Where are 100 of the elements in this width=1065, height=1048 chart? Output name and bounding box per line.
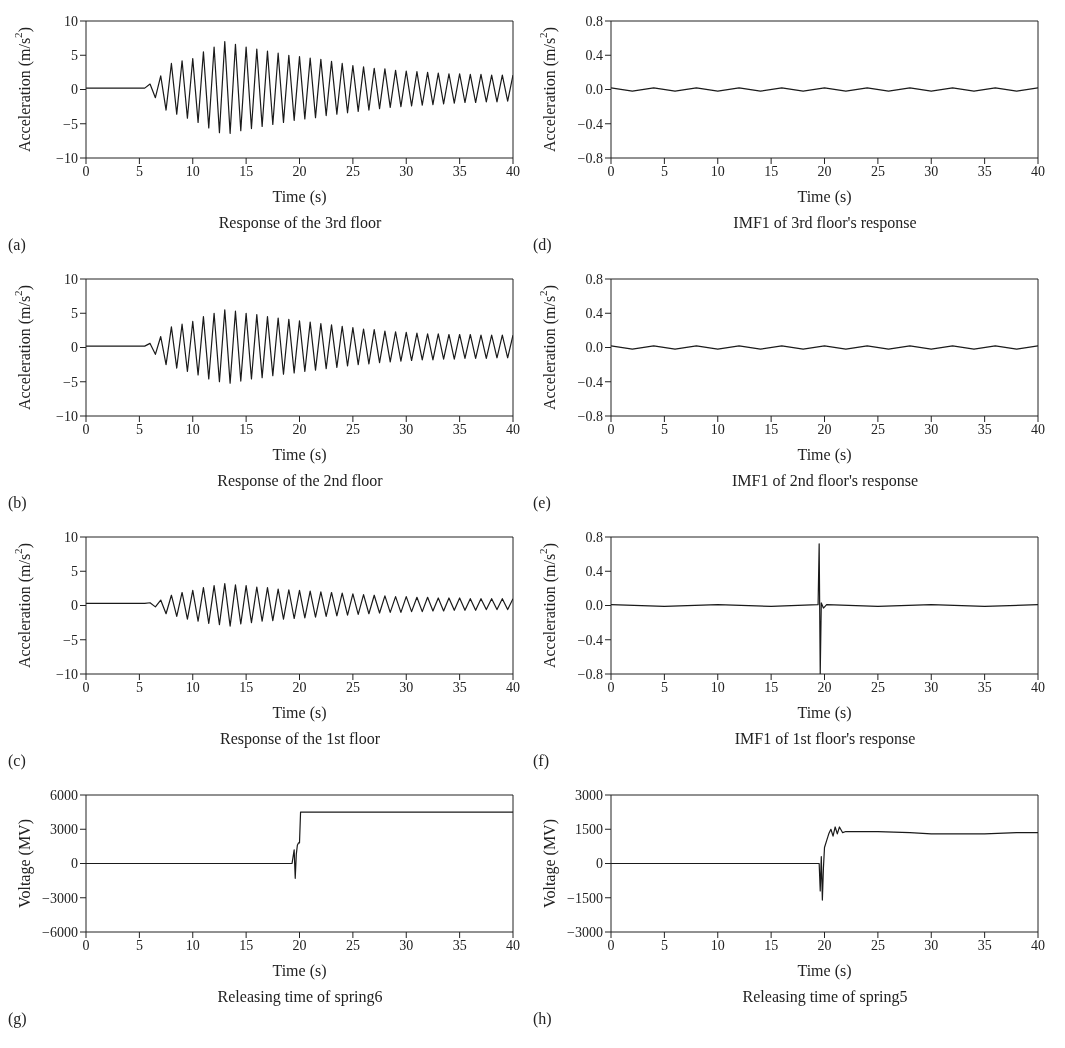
y-tick-label: −5 bbox=[63, 116, 78, 132]
x-tick-label: 0 bbox=[607, 163, 615, 179]
x-tick-label: 35 bbox=[452, 679, 467, 695]
y-tick-label: 0.4 bbox=[585, 564, 603, 580]
y-axis-title: Voltage (MV) bbox=[15, 818, 34, 909]
x-tick-label: 20 bbox=[817, 421, 832, 437]
x-tick-label: 40 bbox=[506, 421, 520, 437]
y-tick-label: 0.4 bbox=[585, 306, 603, 322]
x-tick-label: 15 bbox=[239, 937, 254, 953]
x-tick-label: 15 bbox=[764, 679, 779, 695]
x-tick-label: 5 bbox=[660, 937, 668, 953]
x-tick-label: 35 bbox=[977, 421, 992, 437]
text: (e) bbox=[533, 494, 551, 512]
y-tick-label: −10 bbox=[56, 408, 78, 424]
x-tick-label: 0 bbox=[82, 163, 90, 179]
y-tick-label: −0.4 bbox=[577, 374, 603, 390]
y-tick-label: −5 bbox=[63, 374, 78, 390]
y-tick-label: −0.8 bbox=[577, 666, 603, 682]
y-tick-label: 10 bbox=[64, 13, 78, 29]
x-tick-label: 30 bbox=[399, 937, 414, 953]
y-tick-label: 3000 bbox=[575, 787, 603, 803]
text: (c) bbox=[8, 752, 26, 770]
y-tick-label: −0.8 bbox=[577, 408, 603, 424]
x-tick-label: 40 bbox=[1031, 421, 1045, 437]
x-tick-label: 10 bbox=[710, 937, 725, 953]
x-tick-label: 20 bbox=[292, 679, 307, 695]
x-tick-label: 35 bbox=[977, 163, 992, 179]
text: IMF1 of 2nd floor's response bbox=[731, 472, 919, 490]
x-tick-label: 40 bbox=[506, 679, 520, 695]
y-tick-label: 0.8 bbox=[585, 13, 603, 29]
x-tick-label: 0 bbox=[607, 937, 615, 953]
x-tick-label: 35 bbox=[452, 163, 467, 179]
x-tick-label: 40 bbox=[1031, 937, 1045, 953]
x-tick-label: 35 bbox=[977, 679, 992, 695]
x-tick-label: 15 bbox=[764, 937, 779, 953]
x-tick-label: 10 bbox=[710, 421, 725, 437]
x-tick-label: 25 bbox=[870, 163, 885, 179]
x-tick-label: 25 bbox=[345, 679, 360, 695]
text: Response of the 1st floor bbox=[219, 730, 381, 748]
y-tick-label: −5 bbox=[63, 632, 78, 648]
y-tick-label: 1500 bbox=[575, 822, 603, 838]
x-axis-title: Time (s) bbox=[797, 704, 852, 722]
text: (g) bbox=[8, 1010, 27, 1028]
text: (a) bbox=[8, 236, 26, 254]
text: IMF1 of 1st floor's response bbox=[733, 730, 917, 748]
y-tick-label: −1500 bbox=[567, 890, 603, 906]
x-tick-label: 0 bbox=[82, 679, 90, 695]
text: Response of the 2nd floor bbox=[216, 472, 384, 490]
y-tick-label: 0.4 bbox=[585, 48, 603, 64]
y-tick-label: 5 bbox=[71, 48, 78, 64]
x-tick-label: 15 bbox=[239, 679, 254, 695]
x-tick-label: 40 bbox=[506, 937, 520, 953]
x-tick-label: 5 bbox=[660, 421, 668, 437]
x-tick-label: 5 bbox=[135, 937, 143, 953]
y-tick-label: 3000 bbox=[50, 822, 78, 838]
y-tick-label: 10 bbox=[64, 271, 78, 287]
y-tick-label: 6000 bbox=[50, 787, 78, 803]
x-tick-label: 20 bbox=[292, 937, 307, 953]
x-axis-title: Time (s) bbox=[272, 704, 327, 722]
x-tick-label: 10 bbox=[710, 163, 725, 179]
y-tick-label: 10 bbox=[64, 529, 78, 545]
x-tick-label: 30 bbox=[924, 163, 939, 179]
x-tick-label: 25 bbox=[345, 421, 360, 437]
x-tick-label: 40 bbox=[1031, 163, 1045, 179]
y-tick-label: 5 bbox=[71, 306, 78, 322]
y-tick-label: −3000 bbox=[42, 890, 78, 906]
x-tick-label: 20 bbox=[817, 163, 832, 179]
x-tick-label: 5 bbox=[135, 421, 143, 437]
x-axis-title: Time (s) bbox=[272, 962, 327, 980]
y-tick-label: 5 bbox=[71, 564, 78, 580]
x-tick-label: 25 bbox=[870, 421, 885, 437]
y-tick-label: −6000 bbox=[42, 924, 78, 940]
x-tick-label: 5 bbox=[135, 163, 143, 179]
text: Response of the 3rd floor bbox=[217, 214, 383, 232]
text: IMF1 of 3rd floor's response bbox=[732, 214, 918, 232]
x-tick-label: 15 bbox=[764, 163, 779, 179]
x-tick-label: 5 bbox=[660, 679, 668, 695]
y-tick-label: 0 bbox=[71, 598, 78, 614]
x-tick-label: 20 bbox=[292, 421, 307, 437]
x-tick-label: 25 bbox=[345, 163, 360, 179]
y-tick-label: 0 bbox=[71, 856, 78, 872]
x-tick-label: 30 bbox=[399, 163, 414, 179]
x-tick-label: 30 bbox=[924, 679, 939, 695]
x-tick-label: 15 bbox=[239, 421, 254, 437]
x-tick-label: 15 bbox=[239, 163, 254, 179]
x-tick-label: 10 bbox=[185, 679, 200, 695]
x-tick-label: 20 bbox=[817, 937, 832, 953]
x-axis-title: Time (s) bbox=[272, 188, 327, 206]
x-axis-title: Time (s) bbox=[797, 962, 852, 980]
x-tick-label: 30 bbox=[924, 421, 939, 437]
x-tick-label: 35 bbox=[977, 937, 992, 953]
y-tick-label: −10 bbox=[56, 666, 78, 682]
x-tick-label: 15 bbox=[764, 421, 779, 437]
y-tick-label: 0.0 bbox=[585, 340, 603, 356]
x-tick-label: 0 bbox=[82, 937, 90, 953]
y-tick-label: −0.4 bbox=[577, 632, 603, 648]
x-tick-label: 35 bbox=[452, 937, 467, 953]
x-tick-label: 10 bbox=[185, 421, 200, 437]
x-tick-label: 25 bbox=[870, 679, 885, 695]
text: (f) bbox=[533, 752, 549, 770]
